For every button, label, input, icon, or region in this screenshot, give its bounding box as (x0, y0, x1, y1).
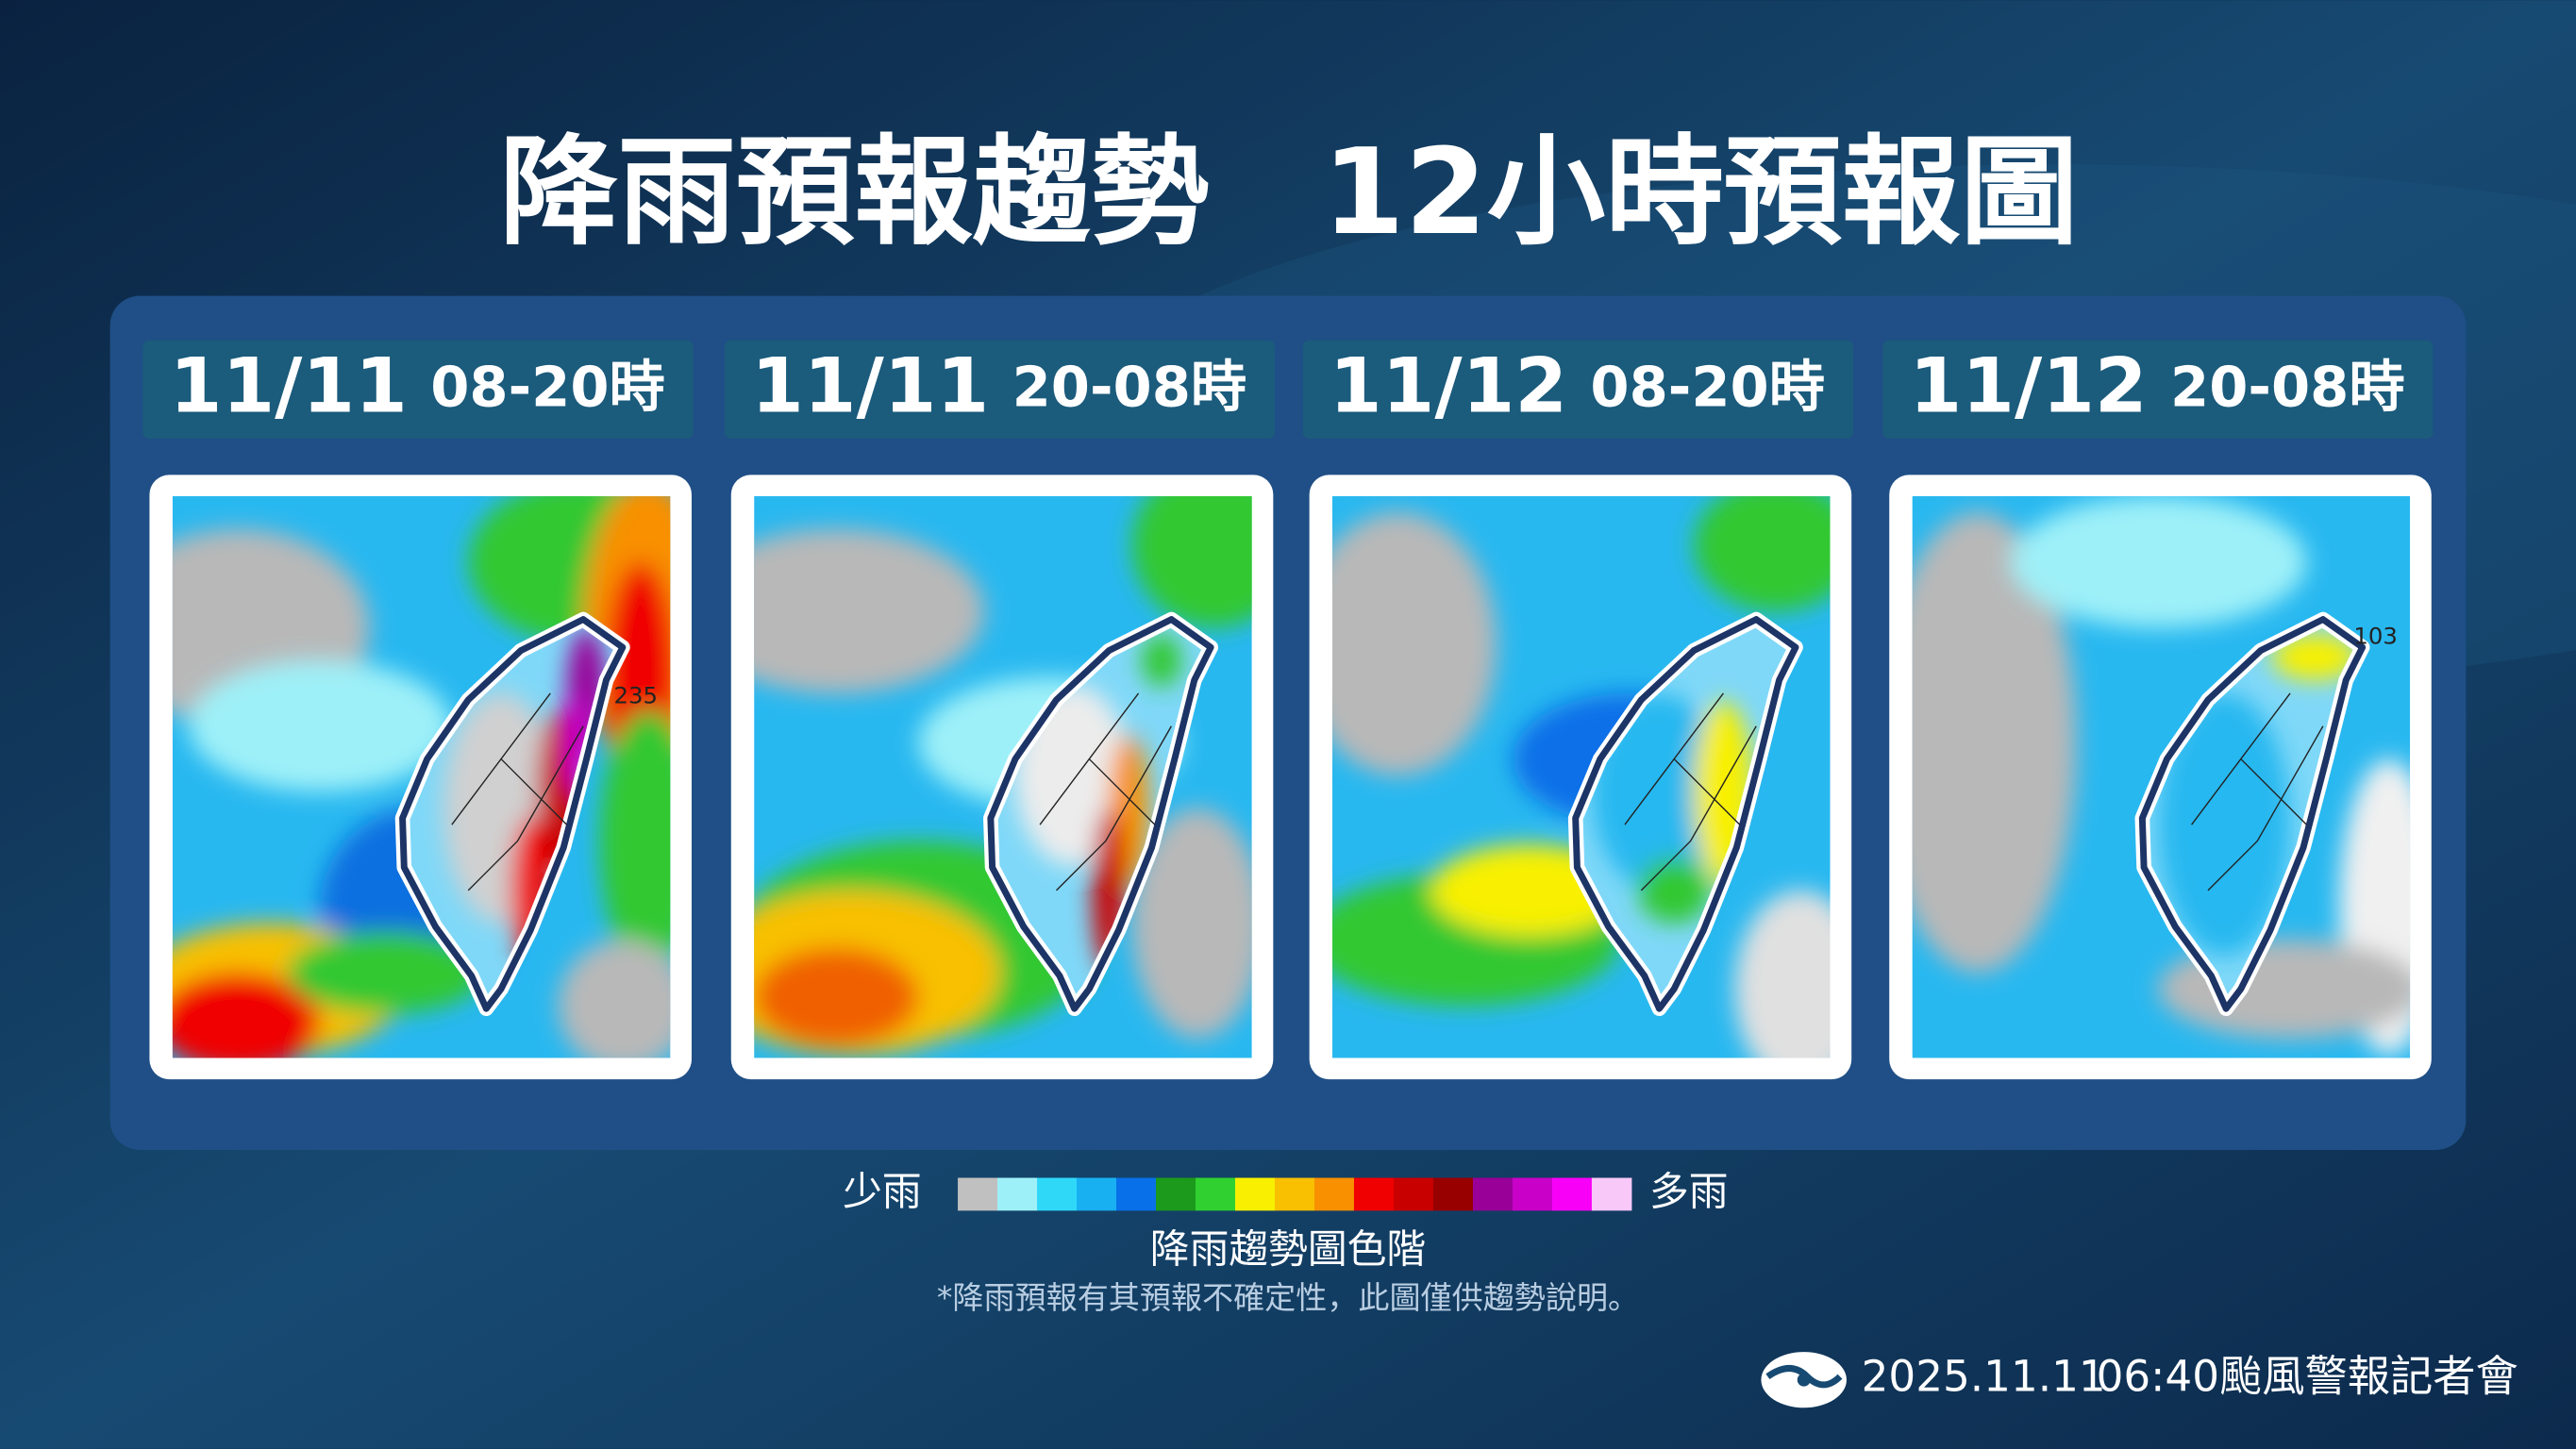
title-main: 降雨預報趨勢 (499, 124, 1209, 261)
legend-swatch (1313, 1177, 1355, 1211)
panel-board (109, 295, 2467, 1150)
legend-swatch (1155, 1177, 1196, 1211)
legend-swatch (1432, 1177, 1474, 1211)
legend-title: 降雨趨勢圖色階 (1150, 1225, 1426, 1272)
panel-tab (1302, 340, 1853, 440)
rain-area (2158, 692, 2291, 957)
panel-date: 11/12 (1330, 342, 1567, 430)
panel-date: 11/11 (751, 342, 989, 430)
map (1332, 495, 1831, 1058)
legend-high: 多雨 (1649, 1168, 1729, 1214)
legend-swatch (958, 1177, 998, 1211)
panel-date: 11/12 (1910, 342, 2148, 430)
panel-period: 08-20時 (430, 355, 664, 420)
footer-date: 2025.11.11 (1862, 1352, 2106, 1402)
rain-area (287, 931, 485, 1014)
panel-period: 20-08時 (2170, 355, 2404, 420)
rain-area (2011, 495, 2307, 628)
map-label: 103 (2353, 623, 2398, 650)
island-outline (2138, 616, 2367, 1012)
note: *降雨預報有其預報不確定性，此圖僅供趨勢說明。 (937, 1279, 1639, 1316)
map-label: 235 (614, 681, 659, 708)
rain-area (1912, 512, 2077, 973)
panel: 11/11 08-20時 235 (142, 340, 694, 1080)
legend-low: 少雨 (843, 1168, 922, 1214)
island-rain (2158, 634, 2358, 957)
panel: 11/11 20-08時 (724, 340, 1276, 1080)
legend-swatch (1116, 1177, 1157, 1211)
rain-area (1332, 512, 1497, 775)
panel: 11/12 20-08時 103 (1882, 340, 2434, 1080)
rain-area (1734, 890, 1831, 1058)
legend-swatch (997, 1177, 1038, 1211)
rain-area (2271, 634, 2358, 680)
footer-event: 06:40颱風警報記者會 (2097, 1352, 2518, 1402)
panel-tab (724, 340, 1276, 440)
island-rain-blur (2158, 634, 2358, 957)
legend-swatch (1393, 1177, 1434, 1211)
rain-area (558, 940, 671, 1058)
county-lines (1624, 692, 1757, 891)
island-outline (399, 616, 627, 1012)
legend-swatch (1353, 1177, 1395, 1211)
county-lines (2191, 692, 2324, 891)
legend-swatch (1274, 1177, 1315, 1211)
map: 103 (1912, 495, 2411, 1058)
rain-area (1637, 858, 1711, 924)
rain-area (599, 709, 671, 973)
legend-swatch (1472, 1177, 1514, 1211)
island (983, 611, 1219, 1017)
panel-heading: 11/12 20-08時 (1910, 342, 2405, 430)
rain-area (1131, 495, 1252, 628)
legend: 少雨 多雨 降雨趨勢圖色階 (843, 1168, 1728, 1272)
map: 235 (172, 495, 671, 1058)
title-sub: 12小時預報圖 (1322, 124, 2078, 261)
panel-heading: 11/11 08-20時 (170, 342, 665, 430)
map (754, 495, 1252, 1058)
panel: 11/12 08-20時 (1302, 340, 1853, 1080)
legend-swatch (1077, 1177, 1117, 1211)
island (2134, 611, 2370, 1017)
rain-area (189, 660, 452, 792)
island (1567, 611, 1803, 1017)
panel-heading: 11/12 08-20時 (1330, 342, 1825, 430)
rain-area (754, 947, 919, 1047)
rain-area (1142, 634, 1181, 687)
island-outline (987, 616, 1214, 1012)
legend-swatch (1234, 1177, 1276, 1211)
county-lines (1039, 692, 1172, 891)
panel-date: 11/11 (170, 342, 408, 430)
panel-tab (142, 340, 694, 440)
rain-field (1912, 495, 2411, 1055)
legend-swatch (1512, 1177, 1553, 1211)
rain-area (754, 528, 984, 693)
legend-swatch (1195, 1177, 1236, 1211)
legend-swatch (1591, 1177, 1632, 1211)
panel-heading: 11/11 20-08時 (751, 342, 1246, 430)
island-outline (1572, 616, 1799, 1012)
rain-area (172, 972, 321, 1058)
rain-area (1131, 808, 1252, 1039)
panel-tab (1882, 340, 2434, 440)
logo (1761, 1352, 1847, 1408)
panel-period: 08-20時 (1590, 355, 1824, 420)
legend-swatch (1037, 1177, 1078, 1211)
county-lines (451, 692, 584, 891)
panel-period: 20-08時 (1012, 355, 1246, 420)
legend-swatch (1551, 1177, 1593, 1211)
rain-area (1694, 495, 1831, 611)
